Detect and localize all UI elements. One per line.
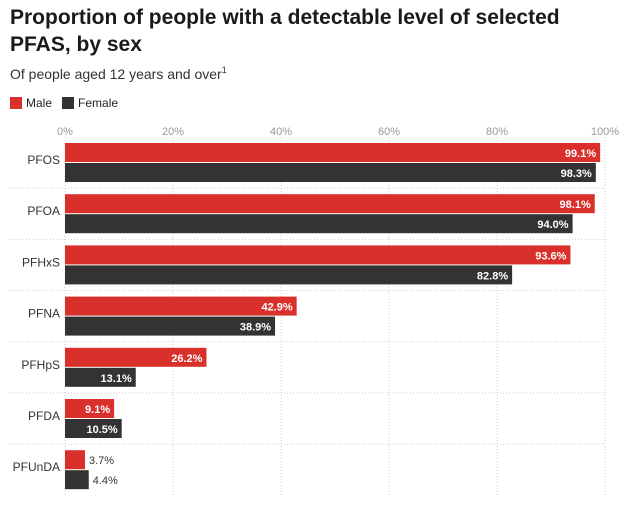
bar-female	[65, 163, 596, 182]
bar-female	[65, 214, 573, 234]
bar-female	[65, 265, 513, 285]
value-label-male: 3.7%	[89, 455, 114, 467]
legend-label-female: Female	[78, 96, 119, 110]
legend: Male Female	[10, 96, 128, 110]
category-label: PFOS	[27, 153, 60, 167]
bar-male	[65, 143, 601, 162]
category-label: PFOA	[27, 204, 60, 218]
value-label-female: 94.0%	[537, 219, 568, 231]
value-label-male: 9.1%	[85, 404, 110, 416]
x-tick-label: 40%	[270, 126, 292, 138]
category-label: PFHpS	[21, 358, 60, 372]
value-label-female: 10.5%	[86, 424, 117, 436]
x-tick-label: 0%	[57, 126, 73, 138]
value-label-female: 82.8%	[477, 270, 508, 282]
chart-subtitle: Of people aged 12 years and over1	[10, 65, 227, 82]
category-label: PFHxS	[22, 255, 60, 269]
value-label-male: 99.1%	[565, 148, 596, 160]
legend-swatch-female	[62, 97, 75, 109]
value-label-male: 93.6%	[535, 250, 566, 262]
legend-item-female: Female	[62, 96, 118, 110]
bar-male	[65, 296, 297, 316]
bar-female	[65, 419, 122, 438]
subtitle-text: Of people aged 12 years and over	[10, 66, 222, 82]
legend-item-male: Male	[10, 96, 52, 110]
value-label-male: 98.1%	[560, 199, 591, 211]
bar-female	[65, 470, 89, 490]
bar-male	[65, 194, 595, 214]
value-label-female: 38.9%	[240, 322, 271, 334]
value-label-female: 98.3%	[561, 168, 592, 180]
x-tick-label: 60%	[378, 126, 400, 138]
value-label-female: 13.1%	[101, 373, 132, 385]
chart-title: Proportion of people with a detectable l…	[10, 6, 560, 56]
value-label-female: 4.4%	[93, 475, 118, 487]
bar-female	[65, 367, 136, 387]
x-tick-label: 100%	[591, 126, 619, 138]
category-label: PFUnDA	[13, 460, 60, 474]
category-label: PFNA	[28, 307, 60, 321]
value-label-male: 42.9%	[261, 302, 292, 314]
category-label: PFDA	[28, 409, 60, 423]
legend-swatch-male	[10, 97, 22, 109]
legend-label-male: Male	[26, 96, 53, 110]
bar-male	[65, 245, 571, 265]
bar-male	[65, 347, 207, 367]
bar-male	[65, 450, 85, 470]
subtitle-footnote-marker: 1	[221, 65, 227, 75]
x-tick-label: 80%	[486, 126, 508, 138]
bar-male	[65, 399, 115, 418]
bar-female	[65, 316, 276, 336]
value-label-male: 26.2%	[171, 353, 202, 365]
x-tick-label: 20%	[162, 126, 184, 138]
